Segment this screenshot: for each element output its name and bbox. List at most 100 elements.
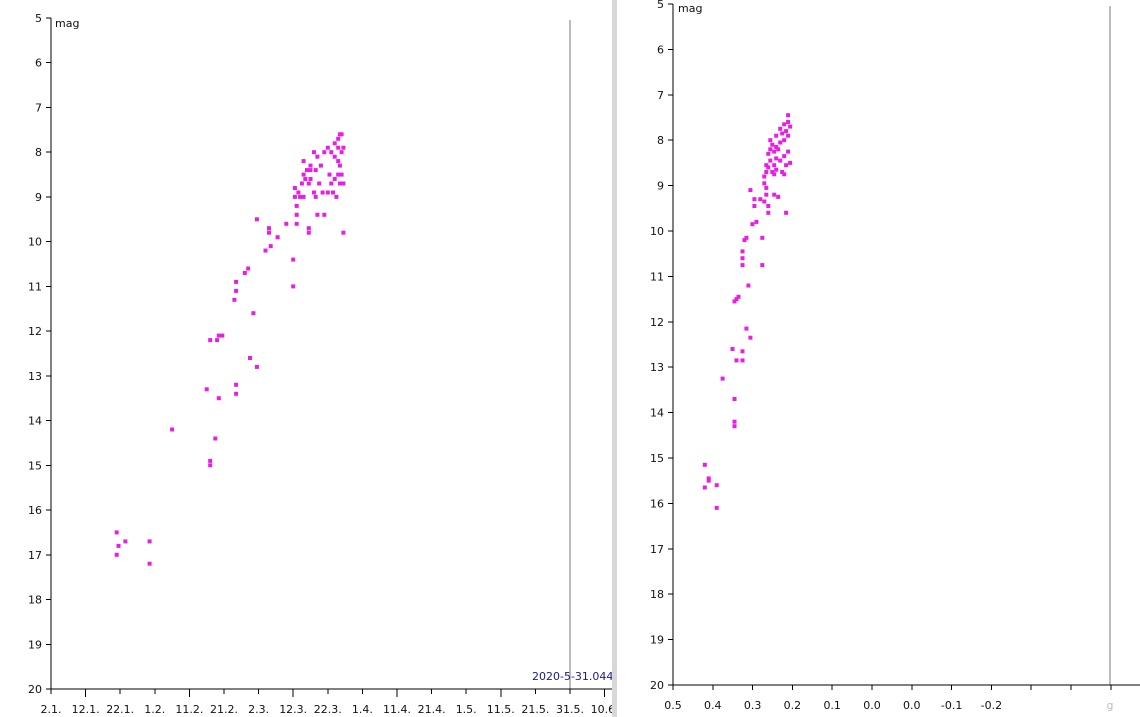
data-point <box>216 396 221 401</box>
data-point <box>778 140 783 145</box>
data-point <box>315 212 320 217</box>
data-point <box>762 181 767 186</box>
y-tick-label-16: 16 <box>650 497 664 510</box>
data-point <box>242 271 247 275</box>
data-point <box>750 222 755 227</box>
data-point <box>714 505 719 510</box>
y-tick-label-11: 11 <box>650 270 664 283</box>
x-tick-label-6: 0.0 <box>903 699 921 712</box>
data-point <box>306 226 311 231</box>
data-point <box>341 181 346 186</box>
data-point <box>714 483 719 488</box>
data-point <box>732 424 737 429</box>
data-point <box>782 138 787 143</box>
data-point <box>730 347 735 351</box>
data-point <box>762 174 767 179</box>
data-point <box>123 539 128 544</box>
data-point <box>754 219 759 224</box>
data-point <box>766 210 771 215</box>
data-point <box>303 177 308 181</box>
x-tick-label-5: 0.0 <box>863 699 881 712</box>
y-tick-label-13: 13 <box>28 370 42 383</box>
y-tick-label-8: 8 <box>35 146 42 159</box>
y-tick-label-16: 16 <box>28 504 42 517</box>
x-tick-label-2: 22.1. <box>106 703 134 716</box>
data-point <box>114 552 119 557</box>
data-point <box>766 204 771 208</box>
data-point <box>764 163 769 168</box>
data-point <box>204 387 209 392</box>
data-point <box>772 163 777 168</box>
data-point <box>774 133 779 138</box>
y-tick-label-20: 20 <box>650 679 664 692</box>
data-point <box>216 333 221 338</box>
data-point <box>341 230 346 235</box>
data-point <box>748 335 753 340</box>
y-tick-label-20: 20 <box>28 683 42 696</box>
data-point <box>784 210 789 215</box>
data-point <box>766 151 771 156</box>
data-point <box>760 235 765 240</box>
data-point <box>752 204 757 208</box>
data-point <box>740 349 745 354</box>
y-tick-label-14: 14 <box>650 407 664 420</box>
data-point <box>740 256 745 261</box>
data-point <box>246 266 251 271</box>
data-point <box>306 230 311 235</box>
data-point <box>782 122 787 127</box>
data-point <box>748 188 753 193</box>
data-point <box>234 288 239 293</box>
pane-divider[interactable] <box>612 0 617 717</box>
data-point <box>332 154 337 159</box>
data-point <box>772 192 777 197</box>
data-point <box>774 156 779 161</box>
data-point <box>706 478 711 483</box>
data-point <box>744 326 749 331</box>
data-point <box>336 159 341 164</box>
right-y-axis-label: mag <box>678 2 702 15</box>
data-point <box>254 217 259 222</box>
data-point <box>770 170 775 174</box>
data-point <box>116 543 121 548</box>
data-point <box>312 150 316 155</box>
x-tick-label-1: 0.4 <box>704 699 722 712</box>
data-point <box>782 154 787 159</box>
y-tick-label-17: 17 <box>650 543 664 556</box>
data-point <box>337 163 342 168</box>
data-point <box>786 149 791 154</box>
data-point <box>740 249 745 254</box>
data-point <box>770 142 775 147</box>
data-point <box>734 358 739 363</box>
data-point <box>764 192 769 197</box>
left-data-points <box>114 132 346 566</box>
data-point <box>327 172 332 177</box>
data-point <box>275 235 280 240</box>
data-point <box>788 160 793 165</box>
data-point <box>768 158 773 163</box>
data-point <box>732 299 737 304</box>
data-point <box>294 221 299 226</box>
x-tick-label-15: 31.5. <box>556 703 584 716</box>
data-point <box>220 333 225 338</box>
data-point <box>762 199 767 204</box>
data-point <box>313 168 318 173</box>
right-data-points <box>702 113 793 510</box>
y-tick-label-10: 10 <box>28 236 42 249</box>
data-point <box>263 248 268 253</box>
data-point <box>339 132 344 137</box>
data-point <box>308 163 313 168</box>
y-tick-label-14: 14 <box>28 415 42 428</box>
y-tick-label-11: 11 <box>28 280 42 293</box>
y-tick-label-15: 15 <box>28 459 42 472</box>
data-point <box>740 263 745 268</box>
data-point <box>208 463 213 468</box>
x-tick-label-10: 11.4. <box>383 703 411 716</box>
data-point <box>294 212 299 217</box>
x-tick-label-7: 12.3. <box>279 703 307 716</box>
data-point <box>772 172 777 177</box>
data-point <box>742 238 747 243</box>
data-point <box>732 419 737 424</box>
y-tick-label-12: 12 <box>28 325 42 338</box>
left-y-axis-label: mag <box>55 17 79 30</box>
data-point <box>325 190 330 195</box>
